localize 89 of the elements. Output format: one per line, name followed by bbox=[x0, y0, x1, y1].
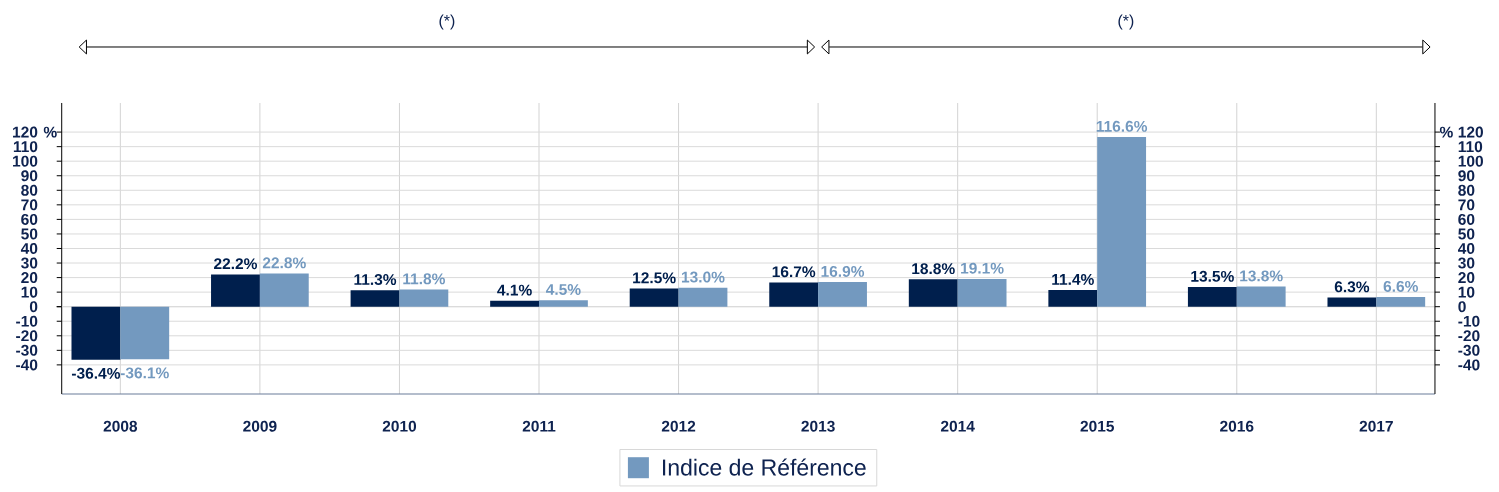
y2-tick-label: 40 bbox=[1457, 243, 1475, 254]
bar bbox=[678, 287, 728, 307]
bar bbox=[399, 289, 449, 307]
legend-label: Indice de Référence bbox=[663, 458, 866, 476]
y2-tick-label: 20 bbox=[1458, 272, 1475, 284]
text: (*) bbox=[439, 14, 455, 30]
data-label: 4.5% bbox=[545, 284, 581, 295]
x-tick-label: 2016 bbox=[1220, 420, 1254, 432]
y2-tick-label: -20 bbox=[1458, 330, 1480, 342]
y-tick-label: -10 bbox=[16, 315, 38, 327]
y-tick-label: 20 bbox=[21, 272, 38, 284]
y-tick-label: -20 bbox=[16, 330, 38, 342]
y-tick-label: 70 bbox=[21, 199, 38, 211]
data-label: -36.4% bbox=[71, 367, 121, 379]
data-label: 6.6% bbox=[1383, 280, 1418, 292]
data-label: 11.8% bbox=[403, 273, 445, 285]
y2-tick-label: -10 bbox=[1458, 315, 1480, 327]
data-label: 13.0% bbox=[681, 271, 725, 283]
y-tick-label: -40 bbox=[16, 359, 38, 371]
data-label: -36.1% bbox=[120, 367, 169, 379]
y-tick-label: 60 bbox=[21, 213, 38, 225]
x-tick-label: 2014 bbox=[940, 420, 975, 432]
data-label: 22.8% bbox=[262, 257, 306, 269]
x-tick-label: 2010 bbox=[382, 420, 417, 432]
bar bbox=[1236, 286, 1286, 307]
data-label: 6.3% bbox=[1334, 281, 1370, 293]
y2-tick-label: 0 bbox=[1458, 301, 1466, 313]
bar bbox=[908, 279, 958, 307]
data-label: 4.1% bbox=[497, 284, 532, 296]
bar bbox=[1187, 287, 1237, 307]
data-label: 13.8% bbox=[1240, 270, 1283, 282]
y-tick-label: 10 bbox=[21, 286, 38, 298]
y-tick-label: 80 bbox=[21, 184, 38, 196]
bar bbox=[1376, 297, 1426, 307]
x-tick-label: 2017 bbox=[1359, 420, 1393, 432]
data-label: 16.9% bbox=[821, 265, 865, 277]
y2-tick-label: -30 bbox=[1458, 344, 1480, 356]
y2-tick-label: 70 bbox=[1458, 199, 1475, 211]
x-tick-label: 2008 bbox=[103, 420, 138, 432]
bar bbox=[350, 290, 400, 307]
bar bbox=[957, 278, 1007, 307]
x-tick-label: 2011 bbox=[522, 420, 556, 432]
text: (*) bbox=[1118, 14, 1134, 30]
bar bbox=[769, 282, 819, 307]
y2-tick-label: 100 bbox=[1458, 155, 1483, 167]
bar bbox=[1097, 137, 1147, 307]
y-tick-label: 0 bbox=[29, 301, 38, 313]
y2-tick-label: 50 bbox=[1458, 228, 1475, 240]
data-label: 22.2% bbox=[214, 258, 258, 270]
y-tick-label: 110 bbox=[13, 141, 38, 153]
x-tick-label: 2013 bbox=[801, 420, 835, 432]
y2-tick-label: 80 bbox=[1458, 184, 1475, 196]
bar bbox=[120, 306, 170, 360]
bar bbox=[211, 274, 260, 307]
data-label: 116.6% bbox=[1096, 120, 1148, 132]
y2-tick-label: -40 bbox=[1458, 359, 1480, 371]
data-label: 18.8% bbox=[912, 263, 955, 275]
data-label: 16.7% bbox=[772, 266, 816, 278]
y-axis-title: % bbox=[43, 126, 57, 138]
x-tick-label: 2012 bbox=[661, 420, 696, 432]
y2-tick-label: 30 bbox=[1458, 257, 1475, 269]
y2-tick-label: 60 bbox=[1458, 213, 1475, 225]
bar bbox=[539, 300, 588, 307]
data-label: 19.1% bbox=[961, 262, 1004, 274]
y2-tick-label: 110 bbox=[1458, 141, 1483, 153]
bar bbox=[259, 273, 309, 307]
bar bbox=[71, 306, 121, 360]
y-tick-label: 90 bbox=[21, 170, 38, 182]
bar bbox=[1048, 290, 1098, 307]
y2-axis-title: % bbox=[1439, 126, 1453, 138]
data-label: 11.3% bbox=[354, 274, 397, 286]
y-tick-label: 50 bbox=[21, 228, 38, 240]
x-tick-label: 2015 bbox=[1080, 420, 1115, 432]
y-tick-label: 120 bbox=[13, 126, 38, 138]
y2-tick-label: 10 bbox=[1458, 286, 1475, 298]
y-tick-label: 100 bbox=[13, 155, 38, 167]
y2-tick-label: 90 bbox=[1458, 170, 1475, 182]
y-tick-label: -30 bbox=[16, 344, 38, 356]
y2-tick-label: 120 bbox=[1458, 126, 1483, 138]
data-label: 13.5% bbox=[1191, 270, 1234, 282]
data-label: 12.5% bbox=[633, 272, 676, 284]
data-label: 11.4% bbox=[1052, 274, 1094, 285]
bar bbox=[1327, 297, 1377, 307]
x-tick-label: 2009 bbox=[243, 420, 277, 432]
bar bbox=[629, 288, 679, 307]
y-tick-label: 30 bbox=[21, 257, 38, 269]
bar bbox=[490, 300, 539, 307]
y-tick-label: 40 bbox=[20, 243, 38, 254]
bar bbox=[818, 282, 867, 307]
